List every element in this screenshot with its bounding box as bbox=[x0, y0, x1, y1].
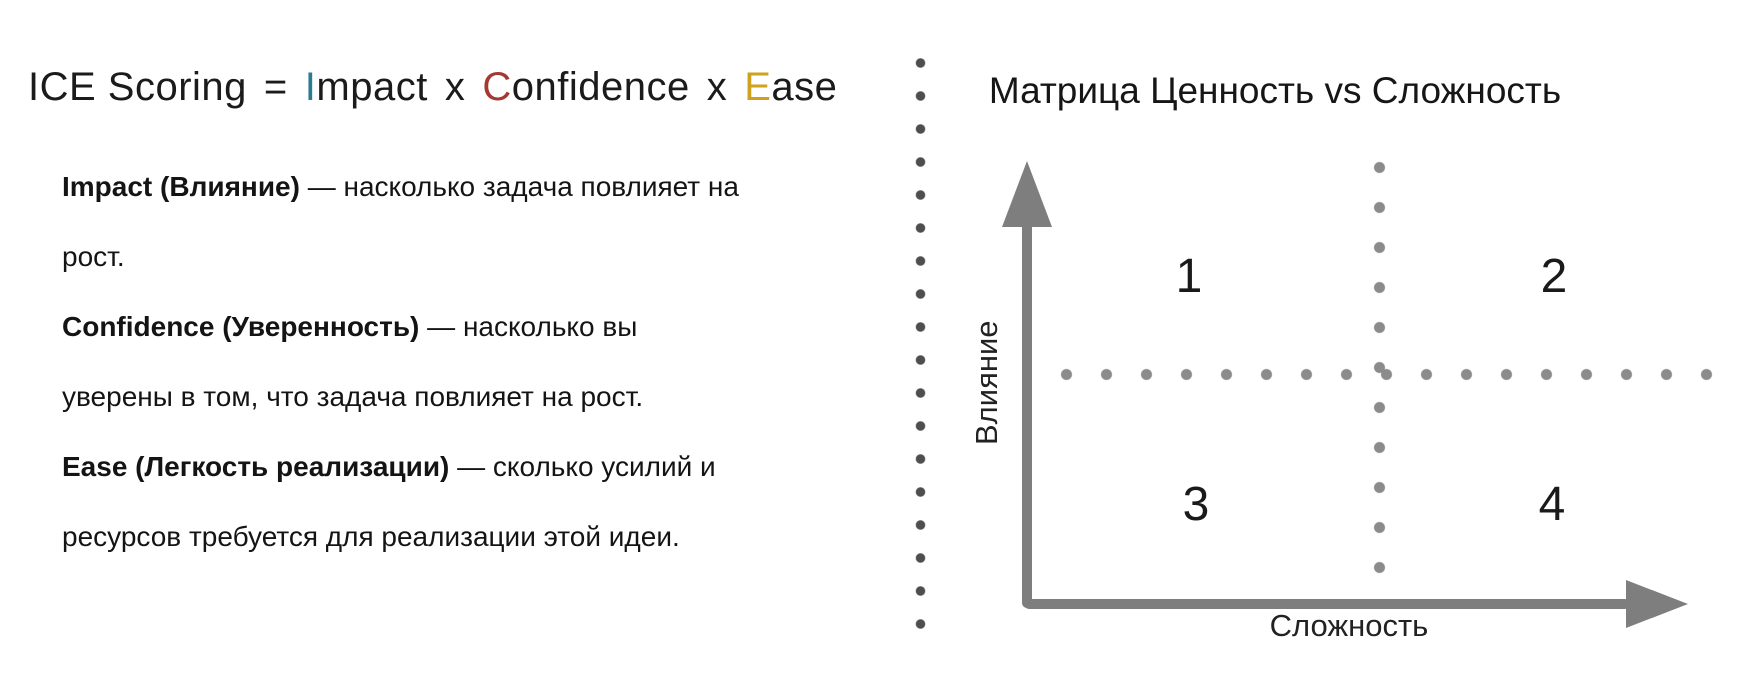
definition-ease-term: Ease (Легкость реализации) bbox=[62, 451, 450, 482]
impact-rest: mpact bbox=[316, 65, 428, 109]
quadrant-4-label: 4 bbox=[1538, 478, 1566, 531]
times-operator-2: x bbox=[706, 65, 728, 109]
definition-ease-text: — сколько усилий и ресурсов требуется дл… bbox=[62, 451, 716, 552]
x-axis-arrowhead bbox=[1626, 580, 1688, 628]
definitions-block: Impact (Влияние) — насколько задача повл… bbox=[62, 152, 742, 572]
title-lead: ICE Scoring bbox=[28, 65, 247, 109]
confidence-rest: onfidence bbox=[511, 65, 690, 109]
definition-impact-text: — насколько задача повлияет на рост. bbox=[62, 171, 739, 272]
times-operator-1: x bbox=[444, 65, 466, 109]
y-axis-arrowhead bbox=[1002, 161, 1052, 227]
y-axis-label: Влияние bbox=[969, 320, 1004, 446]
x-axis-label: Сложность bbox=[1269, 608, 1429, 643]
impact-term: Impact bbox=[305, 65, 428, 109]
quadrant-2-label: 2 bbox=[1540, 250, 1568, 303]
x-axis-line bbox=[1024, 599, 1630, 609]
definition-ease: Ease (Легкость реализации) — сколько уси… bbox=[62, 432, 742, 572]
quadrant-1-label: 1 bbox=[1175, 250, 1203, 303]
definition-confidence: Confidence (Уверенность) — насколько вы … bbox=[62, 292, 742, 432]
quadrant-divider-horizontal bbox=[1060, 368, 1740, 381]
ease-term: Ease bbox=[744, 65, 837, 109]
y-axis-line bbox=[1022, 220, 1032, 608]
ease-rest: ase bbox=[771, 65, 838, 109]
quadrant-3-label: 3 bbox=[1182, 478, 1210, 531]
impact-initial: I bbox=[304, 65, 317, 109]
slide-divider-dots bbox=[915, 58, 926, 650]
definition-confidence-text: — насколько вы уверены в том, что задача… bbox=[62, 311, 644, 412]
equals-operator: = bbox=[263, 65, 288, 109]
definition-confidence-term: Confidence (Уверенность) bbox=[62, 311, 420, 342]
confidence-initial: C bbox=[482, 65, 512, 109]
definition-impact: Impact (Влияние) — насколько задача повл… bbox=[62, 152, 742, 292]
page-title: ICE Scoring = Impact x Confidence x Ease bbox=[28, 64, 837, 110]
definition-impact-term: Impact (Влияние) bbox=[62, 171, 300, 202]
ease-initial: E bbox=[744, 65, 772, 109]
matrix-title: Матрица Ценность vs Сложность bbox=[988, 70, 1562, 111]
confidence-term: Confidence bbox=[482, 65, 689, 109]
quadrant-divider-vertical bbox=[1373, 161, 1386, 575]
